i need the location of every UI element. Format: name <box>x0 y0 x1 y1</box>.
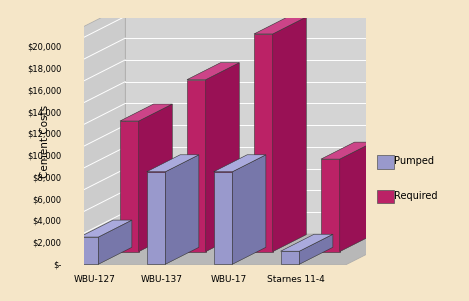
Polygon shape <box>98 220 132 264</box>
Polygon shape <box>321 159 340 252</box>
Text: $2,000: $2,000 <box>32 239 61 248</box>
Text: $10,000: $10,000 <box>27 151 61 160</box>
Text: Starnes 11-4: Starnes 11-4 <box>266 275 325 284</box>
Polygon shape <box>147 155 199 172</box>
Polygon shape <box>120 121 139 252</box>
Polygon shape <box>125 5 407 234</box>
Polygon shape <box>64 5 125 265</box>
Text: WBU-137: WBU-137 <box>141 275 182 284</box>
Polygon shape <box>139 104 172 252</box>
Text: $12,000: $12,000 <box>27 130 61 139</box>
Polygon shape <box>254 17 306 34</box>
Bar <box>377 155 394 169</box>
Polygon shape <box>213 155 266 172</box>
Polygon shape <box>80 237 98 264</box>
Text: Required: Required <box>394 191 438 201</box>
Polygon shape <box>64 234 407 265</box>
Text: $20,000: $20,000 <box>27 43 61 52</box>
Polygon shape <box>187 63 239 80</box>
Text: Pumped: Pumped <box>394 156 434 166</box>
Text: $6,000: $6,000 <box>32 195 61 204</box>
Polygon shape <box>273 17 306 252</box>
Text: $-: $- <box>53 260 61 269</box>
Text: $8,000: $8,000 <box>32 173 61 182</box>
Polygon shape <box>299 234 333 264</box>
Polygon shape <box>280 234 333 251</box>
Text: $16,000: $16,000 <box>27 86 61 95</box>
Text: Cement Costs: Cement Costs <box>40 105 50 178</box>
Polygon shape <box>120 104 172 121</box>
Polygon shape <box>147 172 166 264</box>
Polygon shape <box>232 155 266 264</box>
Polygon shape <box>166 155 199 264</box>
Text: $4,000: $4,000 <box>32 217 61 226</box>
Text: WBU-127: WBU-127 <box>74 275 115 284</box>
Polygon shape <box>213 172 232 264</box>
Polygon shape <box>206 63 239 252</box>
Polygon shape <box>340 142 373 252</box>
Polygon shape <box>80 220 132 237</box>
Polygon shape <box>280 251 299 264</box>
Text: $14,000: $14,000 <box>27 108 61 117</box>
Polygon shape <box>321 142 373 159</box>
Polygon shape <box>187 80 206 252</box>
Bar <box>377 190 394 203</box>
Text: $18,000: $18,000 <box>27 64 61 73</box>
Text: WBU-17: WBU-17 <box>210 275 247 284</box>
Polygon shape <box>254 34 273 252</box>
